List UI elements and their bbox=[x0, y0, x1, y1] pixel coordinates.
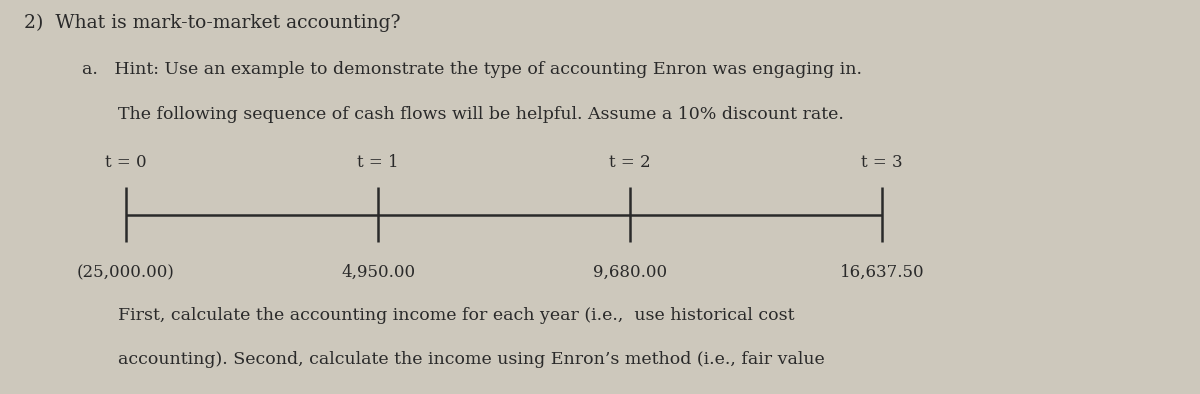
Text: t = 2: t = 2 bbox=[610, 154, 650, 171]
Text: 4,950.00: 4,950.00 bbox=[341, 264, 415, 281]
Text: t = 0: t = 0 bbox=[106, 154, 146, 171]
Text: accounting). Second, calculate the income using Enron’s method (i.e., fair value: accounting). Second, calculate the incom… bbox=[118, 351, 824, 368]
Text: t = 1: t = 1 bbox=[358, 154, 398, 171]
Text: 2)  What is mark-to-market accounting?: 2) What is mark-to-market accounting? bbox=[24, 14, 401, 32]
Text: First, calculate the accounting income for each year (i.e.,  use historical cost: First, calculate the accounting income f… bbox=[118, 307, 794, 324]
Text: 16,637.50: 16,637.50 bbox=[840, 264, 924, 281]
Text: The following sequence of cash flows will be helpful. Assume a 10% discount rate: The following sequence of cash flows wil… bbox=[118, 106, 844, 123]
Text: (25,000.00): (25,000.00) bbox=[77, 264, 175, 281]
Text: 9,680.00: 9,680.00 bbox=[593, 264, 667, 281]
Text: t = 3: t = 3 bbox=[862, 154, 902, 171]
Text: a.   Hint: Use an example to demonstrate the type of accounting Enron was engagi: a. Hint: Use an example to demonstrate t… bbox=[82, 61, 862, 78]
